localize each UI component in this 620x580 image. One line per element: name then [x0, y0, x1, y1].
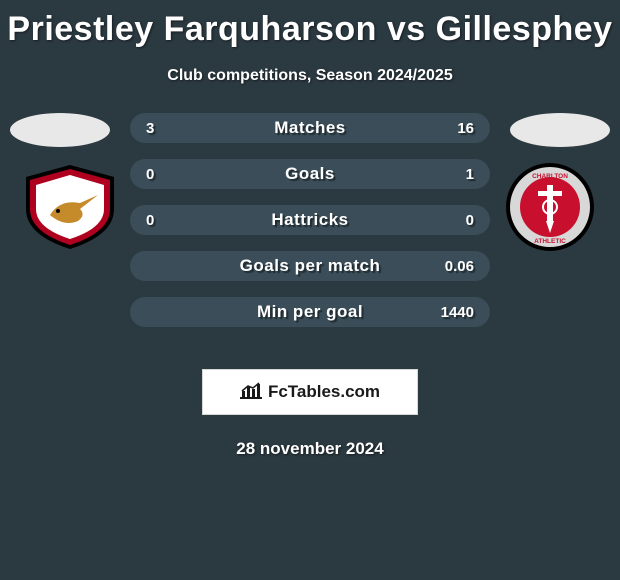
- stat-row-matches: 3 Matches 16: [130, 113, 490, 143]
- stat-right-value: 16: [457, 120, 474, 137]
- svg-text:ATHLETIC: ATHLETIC: [534, 238, 566, 245]
- player-right-ellipse: [510, 113, 610, 147]
- stat-left-value: 3: [146, 120, 154, 137]
- stat-left-value: 0: [146, 166, 154, 183]
- date-text: 28 november 2024: [0, 439, 620, 459]
- svg-text:CHARLTON: CHARLTON: [532, 173, 568, 180]
- left-club-crest: [20, 163, 120, 251]
- stat-right-value: 0.06: [445, 258, 474, 275]
- stat-label: Goals per match: [240, 256, 381, 276]
- stat-label: Matches: [274, 118, 346, 138]
- brand-chart-icon: [240, 381, 262, 404]
- stat-right-value: 1440: [441, 304, 474, 321]
- stat-label: Hattricks: [271, 210, 348, 230]
- stat-right-value: 1: [466, 166, 474, 183]
- stat-row-goals: 0 Goals 1: [130, 159, 490, 189]
- page-subtitle: Club competitions, Season 2024/2025: [0, 67, 620, 85]
- stat-label: Goals: [285, 164, 335, 184]
- stat-row-mpg: Min per goal 1440: [130, 297, 490, 327]
- stat-row-hattricks: 0 Hattricks 0: [130, 205, 490, 235]
- stat-row-gpm: Goals per match 0.06: [130, 251, 490, 281]
- brand-text: FcTables.com: [268, 382, 380, 402]
- stat-label: Min per goal: [257, 302, 363, 322]
- brand-box: FcTables.com: [202, 369, 418, 415]
- stat-rows: 3 Matches 16 0 Goals 1 0 Hattricks 0 Goa…: [130, 113, 490, 343]
- stat-right-value: 0: [466, 212, 474, 229]
- comparison-area: CHARLTON ATHLETIC 3 Matches 16 0 Goals 1…: [0, 113, 620, 353]
- stat-left-value: 0: [146, 212, 154, 229]
- page-title: Priestley Farquharson vs Gillesphey: [0, 0, 620, 49]
- player-left-ellipse: [10, 113, 110, 147]
- right-club-crest: CHARLTON ATHLETIC: [500, 163, 600, 251]
